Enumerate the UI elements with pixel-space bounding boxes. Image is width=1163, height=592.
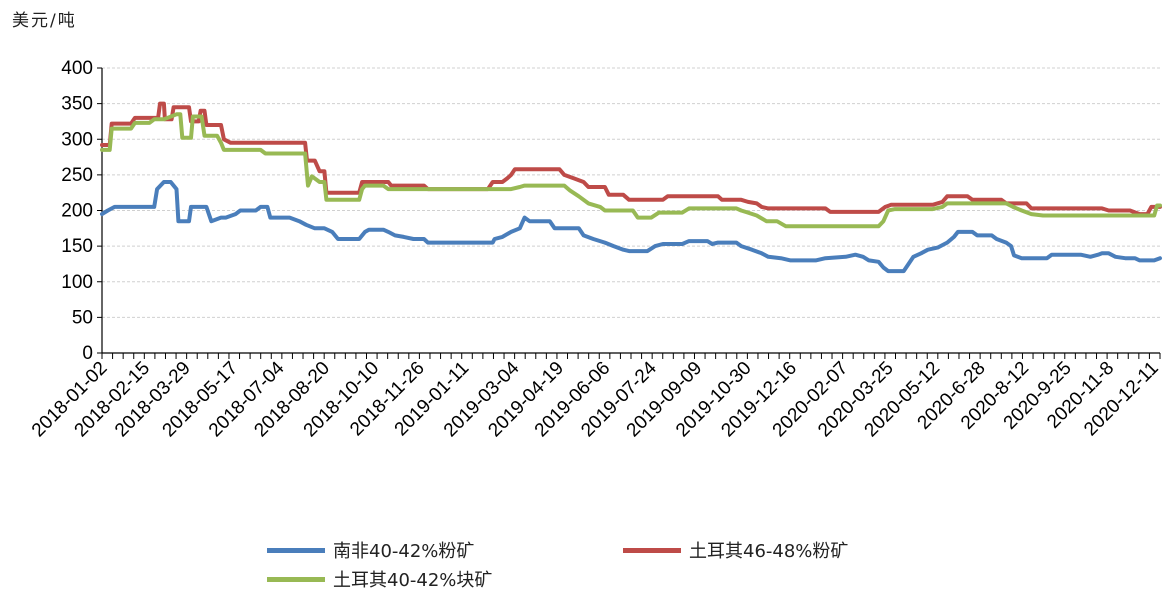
legend-swatch-series-1: [623, 547, 681, 553]
series-lines: [100, 101, 1162, 274]
y-axis-unit-label: 美元/吨: [12, 11, 77, 31]
y-tick-label-250: 250: [61, 165, 93, 186]
y-tick-label-0: 0: [82, 343, 93, 364]
series-line-0: [100, 180, 1162, 274]
legend-item-series-1: 土耳其46-48%粉矿: [623, 537, 848, 563]
y-tick-label-150: 150: [61, 236, 93, 257]
gridlines: [102, 67, 1160, 318]
legend-label-series-2: 土耳其40-42%块矿: [333, 570, 493, 591]
y-tick-label-350: 350: [61, 94, 93, 115]
y-tick-label-50: 50: [72, 307, 93, 328]
y-tick-label-400: 400: [61, 58, 93, 79]
series-line-2: [100, 112, 1162, 229]
y-tick-label-300: 300: [61, 129, 93, 150]
y-tick-label-100: 100: [61, 272, 93, 293]
x-tick-labels: 2018-01-022018-02-152018-03-292018-05-17…: [28, 357, 1163, 441]
y-tick-labels: 0 50 100 150 200 250 300 350 400: [61, 58, 93, 364]
legend-item-series-0: 南非40-42%粉矿: [267, 537, 474, 563]
legend-swatch-series-2: [267, 576, 325, 582]
series-line-1: [100, 101, 1162, 217]
legend-item-series-2: 土耳其40-42%块矿: [267, 566, 492, 592]
legend-swatch-series-0: [267, 547, 325, 553]
legend-label-series-0: 南非40-42%粉矿: [333, 541, 475, 562]
axes: [97, 67, 1161, 359]
y-tick-label-200: 200: [61, 201, 93, 222]
legend-label-series-1: 土耳其46-48%粉矿: [689, 541, 849, 562]
